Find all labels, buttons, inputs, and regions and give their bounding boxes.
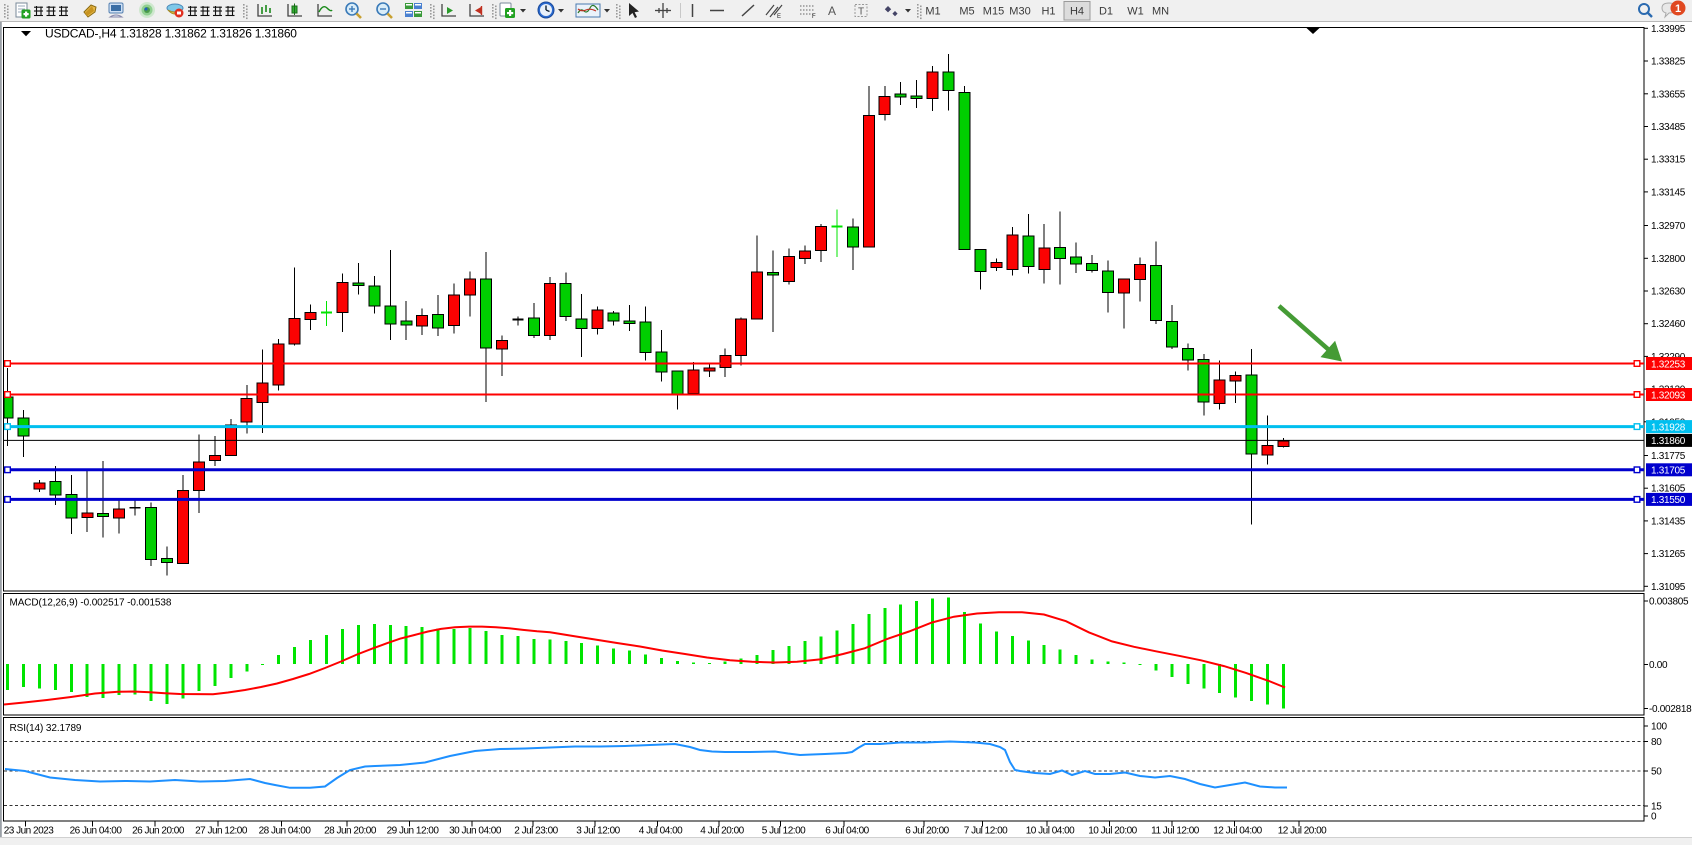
svg-text:12 Jul 04:00: 12 Jul 04:00 <box>1213 826 1262 837</box>
svg-text:1.31095: 1.31095 <box>1651 582 1686 593</box>
svg-text:27 Jun 12:00: 27 Jun 12:00 <box>195 826 248 837</box>
svg-text:H1: H1 <box>1041 6 1055 18</box>
svg-text:30 Jun 04:00: 30 Jun 04:00 <box>449 826 502 837</box>
svg-text:15: 15 <box>1651 802 1662 813</box>
svg-text:H4: H4 <box>1070 6 1084 18</box>
svg-text:80: 80 <box>1651 737 1662 748</box>
svg-text:1.31775: 1.31775 <box>1651 451 1686 462</box>
svg-text:1.32970: 1.32970 <box>1651 221 1686 232</box>
svg-text:1.31705: 1.31705 <box>1651 466 1686 477</box>
svg-text:1.31605: 1.31605 <box>1651 484 1686 495</box>
svg-text:RSI(14) 32.1789: RSI(14) 32.1789 <box>10 723 82 734</box>
svg-text:1.32460: 1.32460 <box>1651 319 1686 330</box>
svg-text:1.31860: 1.31860 <box>1651 436 1686 447</box>
svg-text:0.003805: 0.003805 <box>1649 597 1689 608</box>
svg-text:26 Jun 04:00: 26 Jun 04:00 <box>70 826 123 837</box>
svg-text:7 Jul 12:00: 7 Jul 12:00 <box>964 826 1008 837</box>
svg-text:28 Jun 04:00: 28 Jun 04:00 <box>259 826 312 837</box>
svg-text:100: 100 <box>1651 722 1668 733</box>
svg-text:M1: M1 <box>925 6 940 18</box>
svg-text:1.33485: 1.33485 <box>1651 122 1686 133</box>
svg-text:-0.002818: -0.002818 <box>1649 704 1692 715</box>
svg-text:10 Jul 04:00: 10 Jul 04:00 <box>1026 826 1075 837</box>
svg-text:28 Jun 20:00: 28 Jun 20:00 <box>324 826 377 837</box>
svg-text:4 Jul 04:00: 4 Jul 04:00 <box>639 826 683 837</box>
svg-text:MACD(12,26,9) -0.002517 -0.001: MACD(12,26,9) -0.002517 -0.001538 <box>10 598 172 609</box>
svg-text:E: E <box>777 14 781 20</box>
svg-text:1.32093: 1.32093 <box>1651 390 1686 401</box>
svg-text:MN: MN <box>1152 6 1169 18</box>
svg-text:1.33825: 1.33825 <box>1651 57 1686 68</box>
svg-text:A: A <box>828 4 836 18</box>
svg-text:M15: M15 <box>983 6 1004 18</box>
svg-text:1.31435: 1.31435 <box>1651 516 1686 527</box>
svg-text:1.33145: 1.33145 <box>1651 187 1686 198</box>
svg-text:10 Jul 20:00: 10 Jul 20:00 <box>1088 826 1137 837</box>
svg-text:1.33995: 1.33995 <box>1651 24 1686 35</box>
svg-text:11 Jul 12:00: 11 Jul 12:00 <box>1151 826 1200 837</box>
svg-text:W1: W1 <box>1127 6 1144 18</box>
svg-text:1.32253: 1.32253 <box>1651 359 1686 370</box>
svg-text:1.33655: 1.33655 <box>1651 89 1686 100</box>
svg-text:29 Jun 12:00: 29 Jun 12:00 <box>387 826 440 837</box>
svg-text:1.31265: 1.31265 <box>1651 549 1686 560</box>
svg-text:2 Jul 23:00: 2 Jul 23:00 <box>514 826 558 837</box>
svg-text:0.00: 0.00 <box>1649 660 1668 671</box>
svg-text:3 Jul 12:00: 3 Jul 12:00 <box>576 826 620 837</box>
svg-text:M5: M5 <box>959 6 974 18</box>
svg-text:26 Jun 20:00: 26 Jun 20:00 <box>132 826 185 837</box>
svg-text:D1: D1 <box>1099 6 1113 18</box>
svg-text:T: T <box>858 7 864 18</box>
svg-text:1.31928: 1.31928 <box>1651 422 1686 433</box>
svg-text:6 Jul 20:00: 6 Jul 20:00 <box>905 826 949 837</box>
svg-text:5 Jul 12:00: 5 Jul 12:00 <box>762 826 806 837</box>
svg-text:1.32630: 1.32630 <box>1651 287 1686 298</box>
svg-text:F: F <box>812 14 816 20</box>
svg-text:6 Jul 04:00: 6 Jul 04:00 <box>825 826 869 837</box>
svg-text:4 Jul 20:00: 4 Jul 20:00 <box>700 826 744 837</box>
svg-text:1.31550: 1.31550 <box>1651 495 1686 506</box>
svg-text:0: 0 <box>1651 812 1657 823</box>
svg-text:12 Jul 20:00: 12 Jul 20:00 <box>1278 826 1327 837</box>
svg-text:50: 50 <box>1651 767 1662 778</box>
svg-text:1: 1 <box>1675 3 1681 15</box>
svg-text:1.32800: 1.32800 <box>1651 254 1686 265</box>
svg-text:23 Jun 2023: 23 Jun 2023 <box>4 826 54 837</box>
svg-text:USDCAD-,H4 1.31828 1.31862 1.: USDCAD-,H4 1.31828 1.31862 1.31826 1.318… <box>45 27 297 41</box>
svg-text:M30: M30 <box>1009 6 1030 18</box>
svg-text:1.33315: 1.33315 <box>1651 155 1686 166</box>
